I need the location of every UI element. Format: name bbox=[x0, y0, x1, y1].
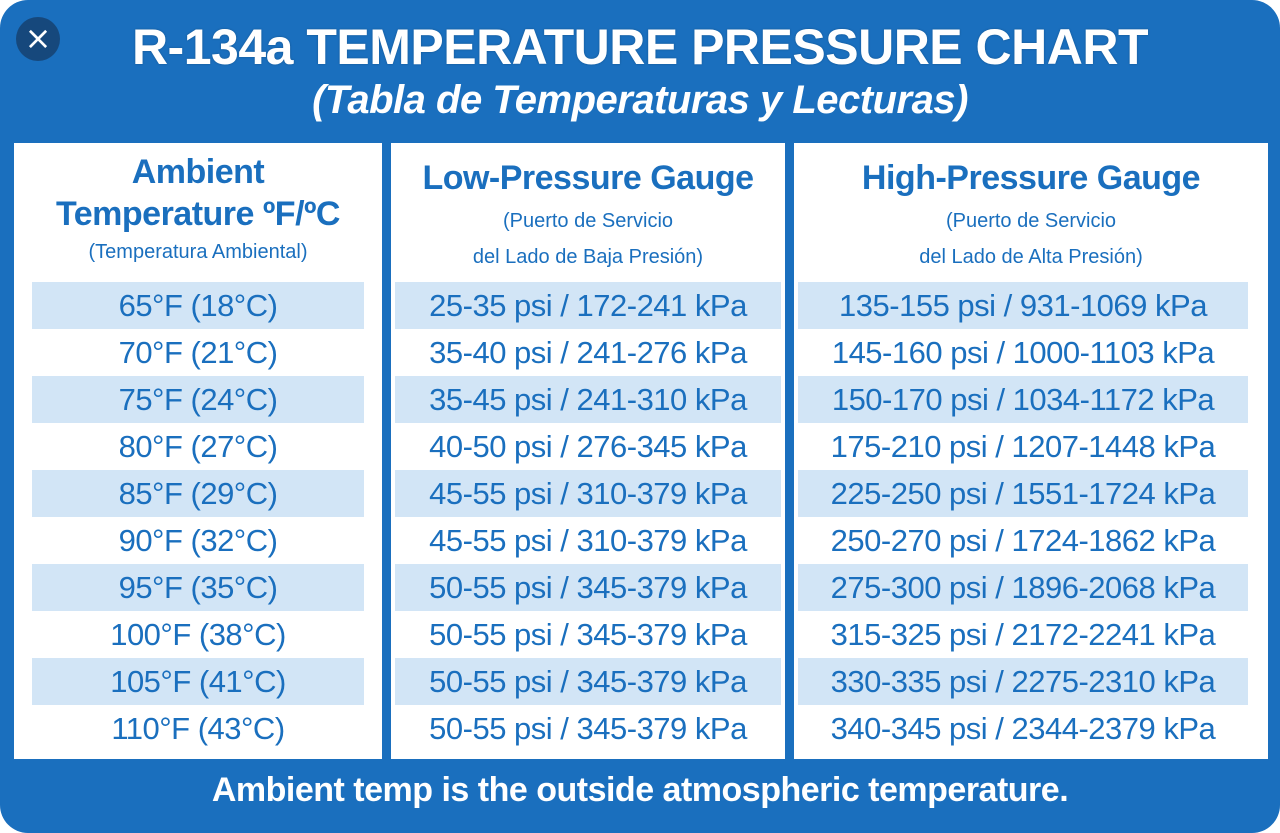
ambient-column: Ambient Temperature ºF/ºC (Temperatura A… bbox=[14, 143, 382, 759]
high-pressure-column-header: High-Pressure Gauge (Puerto de Servicio … bbox=[794, 143, 1268, 283]
low-pressure-rows: 25-35 psi / 172-241 kPa 35-40 psi / 241-2… bbox=[395, 282, 781, 752]
low-cell: 45-55 psi / 310-379 kPa bbox=[429, 523, 747, 558]
low-cell: 25-35 psi / 172-241 kPa bbox=[395, 282, 781, 329]
ambient-cell: 65°F (18°C) bbox=[32, 282, 364, 329]
high-pressure-header-subtitle-line1: (Puerto de Servicio bbox=[945, 210, 1117, 232]
low-pressure-header-subtitle-line2: del Lado de Baja Presión) bbox=[472, 246, 704, 268]
high-pressure-column: High-Pressure Gauge (Puerto de Servicio … bbox=[794, 143, 1268, 759]
ambient-cell: 85°F (29°C) bbox=[32, 470, 364, 517]
high-cell: 145-160 psi / 1000-1103 kPa bbox=[831, 335, 1215, 370]
low-cell: 45-55 psi / 310-379 kPa bbox=[395, 470, 781, 517]
ambient-cell: 90°F (32°C) bbox=[118, 523, 278, 558]
high-cell: 275-300 psi / 1896-2068 kPa bbox=[798, 564, 1248, 611]
chart-title: R-134a TEMPERATURE PRESSURE CHART bbox=[131, 19, 1149, 75]
chart-subtitle: (Tabla de Temperaturas y Lecturas) bbox=[312, 78, 968, 122]
high-cell: 150-170 psi / 1034-1172 kPa bbox=[798, 376, 1248, 423]
ambient-rows: 65°F (18°C) 70°F (21°C) 75°F (24°C) 80°F (2… bbox=[32, 282, 364, 752]
high-pressure-header-subtitle-line2: del Lado de Alta Presión) bbox=[919, 246, 1143, 268]
low-cell: 40-50 psi / 276-345 kPa bbox=[429, 429, 747, 464]
low-pressure-column-header: Low-Pressure Gauge (Puerto de Servicio d… bbox=[391, 143, 785, 283]
ambient-cell: 75°F (24°C) bbox=[32, 376, 364, 423]
ambient-cell: 95°F (35°C) bbox=[32, 564, 364, 611]
low-cell: 35-40 psi / 241-276 kPa bbox=[429, 335, 747, 370]
ambient-column-header: Ambient Temperature ºF/ºC (Temperatura A… bbox=[14, 143, 382, 283]
ambient-cell: 80°F (27°C) bbox=[118, 429, 278, 464]
ambient-header-line2: Temperature ºF/ºC bbox=[56, 195, 341, 233]
ambient-cell: 70°F (21°C) bbox=[118, 335, 278, 370]
high-pressure-header-title: High-Pressure Gauge bbox=[861, 159, 1201, 197]
high-cell: 175-210 psi / 1207-1448 kPa bbox=[830, 429, 1216, 464]
low-pressure-header-subtitle-line1: (Puerto de Servicio bbox=[502, 210, 674, 232]
ambient-cell: 100°F (38°C) bbox=[110, 617, 286, 652]
low-cell: 35-45 psi / 241-310 kPa bbox=[395, 376, 781, 423]
high-pressure-rows: 135-155 psi / 931-1069 kPa 145-160 psi / … bbox=[798, 282, 1248, 752]
ambient-header-subtitle: (Temperatura Ambiental) bbox=[88, 241, 308, 263]
low-pressure-column: Low-Pressure Gauge (Puerto de Servicio d… bbox=[391, 143, 785, 759]
high-cell: 135-155 psi / 931-1069 kPa bbox=[798, 282, 1248, 329]
pressure-table: Ambient Temperature ºF/ºC (Temperatura A… bbox=[14, 143, 1268, 759]
footer-note: Ambient temp is the outside atmospheric … bbox=[211, 771, 1069, 809]
close-icon[interactable]: × bbox=[16, 17, 60, 61]
ambient-cell: 105°F (41°C) bbox=[32, 658, 364, 705]
ambient-header-line1: Ambient bbox=[131, 153, 265, 191]
ambient-cell: 110°F (43°C) bbox=[111, 711, 285, 746]
low-cell: 50-55 psi / 345-379 kPa bbox=[395, 658, 781, 705]
low-cell: 50-55 psi / 345-379 kPa bbox=[395, 564, 781, 611]
low-pressure-header-title: Low-Pressure Gauge bbox=[422, 159, 754, 197]
high-cell: 250-270 psi / 1724-1862 kPa bbox=[830, 523, 1216, 558]
low-pressure-header-subtitle: (Puerto de Servicio del Lado de Baja Pre… bbox=[391, 203, 785, 275]
low-cell: 50-55 psi / 345-379 kPa bbox=[429, 711, 747, 746]
high-cell: 340-345 psi / 2344-2379 kPa bbox=[830, 711, 1216, 746]
high-pressure-header-subtitle: (Puerto de Servicio del Lado de Alta Pre… bbox=[794, 203, 1268, 275]
low-cell: 50-55 psi / 345-379 kPa bbox=[429, 617, 747, 652]
high-cell: 225-250 psi / 1551-1724 kPa bbox=[798, 470, 1248, 517]
high-cell: 330-335 psi / 2275-2310 kPa bbox=[798, 658, 1248, 705]
high-cell: 315-325 psi / 2172-2241 kPa bbox=[830, 617, 1216, 652]
